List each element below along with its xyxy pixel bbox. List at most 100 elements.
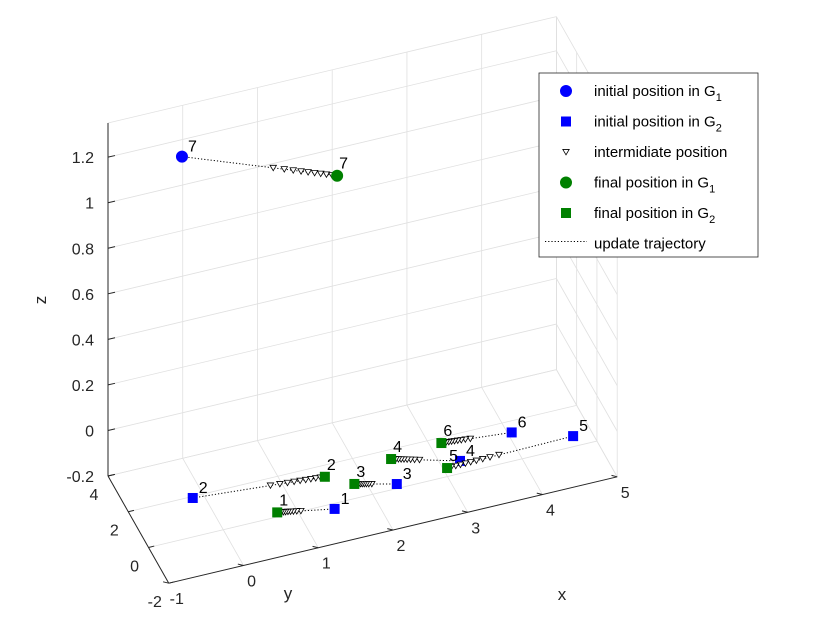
axis-labels: x y z	[31, 296, 567, 604]
y-tick-label: 2	[110, 523, 119, 540]
x-tick-label: 1	[322, 556, 331, 573]
intermediate-position-marker	[304, 169, 313, 176]
legend-entry-subscript: 1	[716, 92, 722, 104]
x-tick-label: 2	[397, 538, 406, 555]
z-tick	[107, 246, 116, 249]
y-tick-label: -2	[148, 594, 162, 611]
z-tick	[107, 291, 116, 295]
legend-marker-g2-final	[561, 208, 571, 218]
intermediate-position-marker	[478, 456, 487, 463]
y-tick	[128, 509, 135, 513]
grid-line-x-floor	[257, 440, 319, 548]
g2-initial-marker	[329, 503, 340, 514]
grid-edge-top-left	[107, 16, 557, 124]
agent-6-trajectory: 66	[436, 414, 527, 449]
g2-final-marker	[319, 471, 330, 482]
legend-entry-subscript: 2	[709, 214, 715, 226]
agent-initial-id-label: 5	[579, 418, 588, 435]
grid-line-x-floor	[406, 404, 469, 513]
grid-line-y-floor	[128, 404, 577, 513]
x-tick	[461, 510, 468, 513]
g2-final-marker	[436, 438, 447, 449]
agent-7-trajectory: 77	[175, 139, 348, 182]
agent-initial-id-label: 6	[518, 414, 527, 431]
grid-line-x-floor	[481, 387, 543, 495]
z-axis-label: z	[31, 296, 50, 305]
z-tick-label: 0.2	[72, 378, 94, 395]
z-tick-label: 0.8	[72, 241, 94, 258]
g1-initial-marker	[175, 150, 188, 163]
intermediate-position-marker	[297, 168, 305, 175]
agent-final-id-label: 2	[327, 457, 336, 474]
z-tick-label: 1	[85, 196, 94, 213]
intermediate-position-marker	[466, 459, 475, 466]
agent-final-id-label: 7	[339, 156, 348, 173]
intermediate-position-marker	[275, 481, 284, 488]
intermediate-position-marker	[322, 171, 331, 179]
z-tick	[107, 200, 116, 204]
g2-initial-marker	[187, 492, 198, 503]
intermediate-position-marker	[306, 476, 315, 483]
x-tick	[536, 492, 543, 496]
x-tick	[162, 581, 169, 584]
legend-entry-text: intermidiate position	[594, 144, 727, 161]
legend-entry-subscript: 1	[709, 184, 715, 196]
g2-initial-marker	[391, 479, 402, 490]
grid-line-y-floor	[107, 369, 557, 477]
agent-initial-id-label: 7	[188, 139, 197, 156]
x-tick-label: 4	[546, 503, 555, 520]
intermediate-position-marker	[289, 167, 298, 174]
legend-entry-text: final position in G2	[594, 205, 715, 226]
z-tick	[107, 428, 116, 431]
intermediate-position-marker	[486, 454, 494, 461]
y-tick	[168, 581, 175, 584]
g2-final-marker	[386, 454, 397, 465]
agent-initial-id-label: 2	[199, 480, 208, 497]
intermediate-position-marker	[269, 164, 278, 172]
g2-final-marker	[349, 478, 360, 489]
z-tick	[107, 337, 116, 340]
x-axis-label: x	[558, 585, 567, 604]
update-trajectory-line	[441, 431, 512, 444]
agent-3-trajectory: 33	[349, 464, 412, 490]
x-tick-label: 5	[621, 485, 630, 502]
x-tick	[387, 528, 394, 531]
intermediate-position-marker	[495, 451, 503, 459]
g2-initial-marker	[506, 427, 517, 438]
z-tick-label: 1.2	[72, 150, 94, 167]
intermediate-position-marker	[290, 478, 299, 486]
g1-final-marker	[331, 169, 344, 182]
legend: initial position in G1 initial position i…	[538, 72, 759, 258]
grid-line-z-backright	[556, 323, 618, 432]
z-tick-label: 0.4	[72, 332, 94, 349]
x-tick	[312, 545, 319, 549]
legend-marker-g1-initial	[560, 85, 572, 97]
intermediate-position-marker	[472, 457, 481, 465]
intermediate-position-marker	[316, 170, 325, 178]
agent-initial-id-label: 4	[466, 443, 475, 460]
y-axis-label: y	[284, 584, 293, 603]
agent-2-trajectory: 22	[187, 457, 336, 503]
intermediate-position-marker	[310, 170, 319, 177]
grid-line-y-floor	[148, 440, 598, 548]
agent-final-id-label: 4	[393, 439, 402, 456]
g2-final-marker	[442, 463, 453, 474]
intermediate-position-marker	[311, 475, 320, 482]
agent-final-id-label: 6	[443, 423, 452, 440]
x-tick-label: -1	[170, 591, 184, 608]
intermediate-position-marker	[280, 166, 289, 173]
intermediate-position-marker	[283, 479, 292, 487]
x-tick	[611, 474, 618, 478]
z-tick-label: 0.6	[72, 287, 94, 304]
legend-box	[538, 72, 759, 258]
y-tick-label: 0	[130, 558, 139, 575]
agent-final-id-label: 5	[449, 448, 458, 465]
agent-5-trajectory: 55	[442, 418, 588, 474]
y-tick-label: 4	[90, 487, 99, 504]
intermediate-position-marker	[562, 149, 570, 156]
z-tick	[107, 473, 116, 477]
intermediate-position-marker	[415, 456, 424, 464]
